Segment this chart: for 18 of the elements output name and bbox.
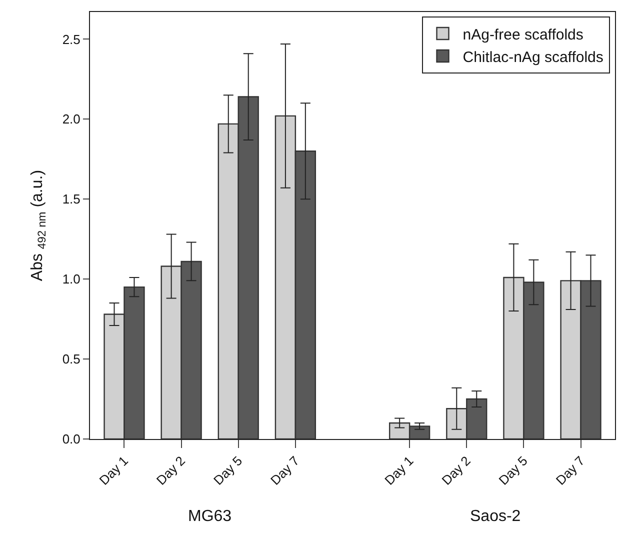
x-tick-label: Day 7 — [552, 453, 588, 488]
x-tick-label: Day 1 — [382, 453, 416, 488]
y-tick-label: 1.0 — [62, 272, 80, 287]
legend-label: Chitlac-nAg scaffolds — [462, 48, 604, 66]
x-tick-label: Day 2 — [153, 453, 188, 488]
y-tick-label: 0.0 — [62, 432, 80, 447]
y-tick-label: 2.5 — [62, 32, 80, 47]
x-tick-label: Day 2 — [438, 453, 474, 488]
x-tick-label: Day 1 — [96, 453, 131, 488]
x-tick-label: Day 5 — [210, 453, 246, 488]
y-tick-label: 2.0 — [62, 112, 80, 127]
y-tick-label: 1.5 — [62, 192, 80, 207]
text: Saos-2 — [470, 508, 521, 525]
y-tick-label: 0.5 — [62, 352, 80, 367]
x-tick-label: Day 5 — [496, 453, 530, 488]
text: MG63 — [188, 508, 232, 525]
legend-label: nAg-free scaffolds — [462, 26, 584, 44]
x-tick-label: Day 7 — [268, 453, 302, 488]
